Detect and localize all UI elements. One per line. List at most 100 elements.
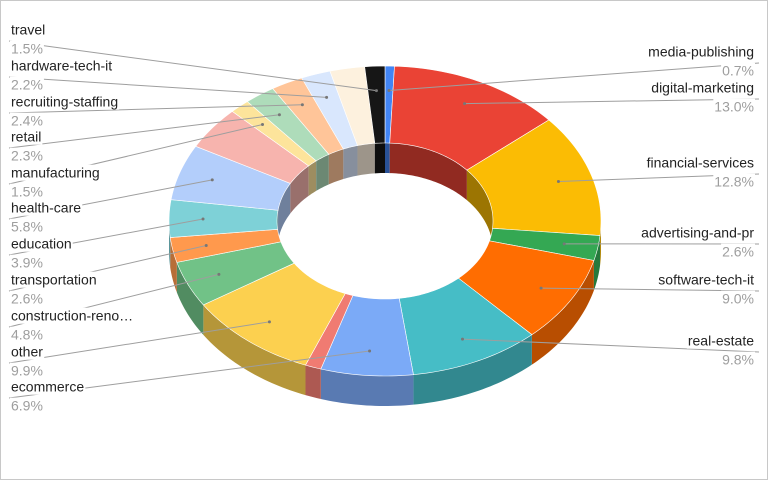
leader-dot — [267, 320, 271, 324]
label-name: advertising-and-pr — [641, 225, 754, 241]
label-name: other — [11, 344, 43, 360]
inner-wall — [278, 183, 291, 241]
label-bg — [10, 199, 83, 216]
label-value: 13.0% — [714, 99, 754, 115]
label-value: 3.9% — [11, 255, 43, 271]
leader-line — [8, 114, 280, 149]
label-name: hardware-tech-it — [11, 58, 112, 74]
outer-wall — [600, 221, 601, 266]
leader-dot — [460, 337, 464, 341]
label-bg — [10, 271, 98, 288]
label-bg — [721, 62, 755, 79]
label-bg — [10, 21, 47, 38]
labels: media-publishing 0.7%digital-marketing 13.… — [8, 21, 760, 414]
leader-line — [8, 76, 327, 98]
label-bg — [721, 243, 755, 260]
leader-line — [464, 98, 760, 105]
outer-wall — [169, 221, 171, 268]
leader-dot — [217, 272, 221, 276]
label-value: 2.4% — [11, 113, 43, 129]
leader-dot — [210, 178, 214, 182]
label-bg — [10, 307, 135, 324]
leader-dot — [539, 286, 543, 290]
label-bg — [686, 332, 756, 349]
leader-dot — [368, 349, 372, 353]
outer-wall — [203, 304, 306, 396]
label-bg — [10, 290, 44, 307]
label-bg — [713, 98, 755, 115]
inner-wall — [316, 154, 329, 191]
label-bg — [10, 378, 86, 395]
label-name: manufacturing — [11, 165, 100, 181]
outer-wall — [305, 365, 321, 399]
label-bg — [10, 254, 44, 271]
label-name: software-tech-it — [658, 272, 754, 288]
label-bg — [10, 76, 44, 93]
label-value: 2.3% — [11, 148, 43, 164]
label-name: construction-reno… — [11, 308, 133, 324]
label-bg — [10, 397, 44, 414]
label-value: 2.6% — [11, 291, 43, 307]
outer-wall — [593, 235, 601, 291]
label-bg — [10, 93, 120, 110]
leader-dot — [261, 122, 265, 126]
inner-wall — [389, 143, 467, 201]
label-value: 1.5% — [11, 41, 43, 57]
label-name: recruiting-staffing — [11, 94, 118, 110]
inner-wall — [385, 143, 390, 174]
label-bg — [645, 154, 755, 171]
outer-wall — [413, 334, 532, 405]
label-bg — [657, 271, 756, 288]
label-bg — [10, 183, 44, 200]
leader-line — [8, 321, 270, 364]
outer-wall — [531, 260, 594, 365]
label-bg — [10, 362, 44, 379]
leader-dot — [387, 89, 391, 93]
label-value: 9.9% — [11, 363, 43, 379]
leader-line — [462, 338, 760, 353]
inner-wall — [308, 160, 317, 196]
label-name: retail — [11, 129, 41, 145]
leader-dot — [201, 217, 205, 221]
label-name: health-care — [11, 200, 81, 216]
outer-wall — [176, 262, 204, 335]
leader-dot — [300, 103, 304, 107]
label-bg — [10, 40, 44, 57]
label-value: 9.8% — [722, 352, 754, 368]
inner-walls — [277, 143, 493, 251]
leader-dot — [374, 89, 378, 93]
inner-wall — [466, 170, 493, 251]
label-bg — [721, 351, 755, 368]
label-name: transportation — [11, 272, 97, 288]
label-value: 12.8% — [714, 174, 754, 190]
slice — [364, 65, 386, 144]
inner-wall — [290, 165, 309, 214]
leader-dot — [562, 242, 566, 246]
leader-dot — [325, 95, 329, 99]
label-value: 0.7% — [722, 63, 754, 79]
leader-line — [8, 40, 377, 92]
leader-line — [388, 62, 760, 92]
label-name: media-publishing — [648, 44, 754, 60]
label-bg — [647, 43, 755, 60]
label-bg — [10, 326, 44, 343]
label-value: 2.6% — [722, 244, 754, 260]
label-value: 6.9% — [11, 398, 43, 414]
label-name: ecommerce — [11, 379, 84, 395]
label-name: travel — [11, 22, 45, 38]
label-bg — [10, 147, 44, 164]
inner-wall — [328, 149, 344, 185]
leader-line — [8, 104, 303, 114]
inner-wall — [343, 145, 358, 180]
label-bg — [650, 79, 755, 96]
label-bg — [10, 235, 73, 252]
inner-wall — [374, 143, 385, 174]
label-bg — [10, 57, 114, 74]
label-bg — [640, 224, 756, 241]
label-value: 5.8% — [11, 219, 43, 235]
label-bg — [10, 112, 44, 129]
label-bg — [721, 290, 755, 307]
outer-walls — [169, 221, 601, 406]
leader-dot — [556, 179, 560, 183]
top-faces — [168, 65, 602, 377]
